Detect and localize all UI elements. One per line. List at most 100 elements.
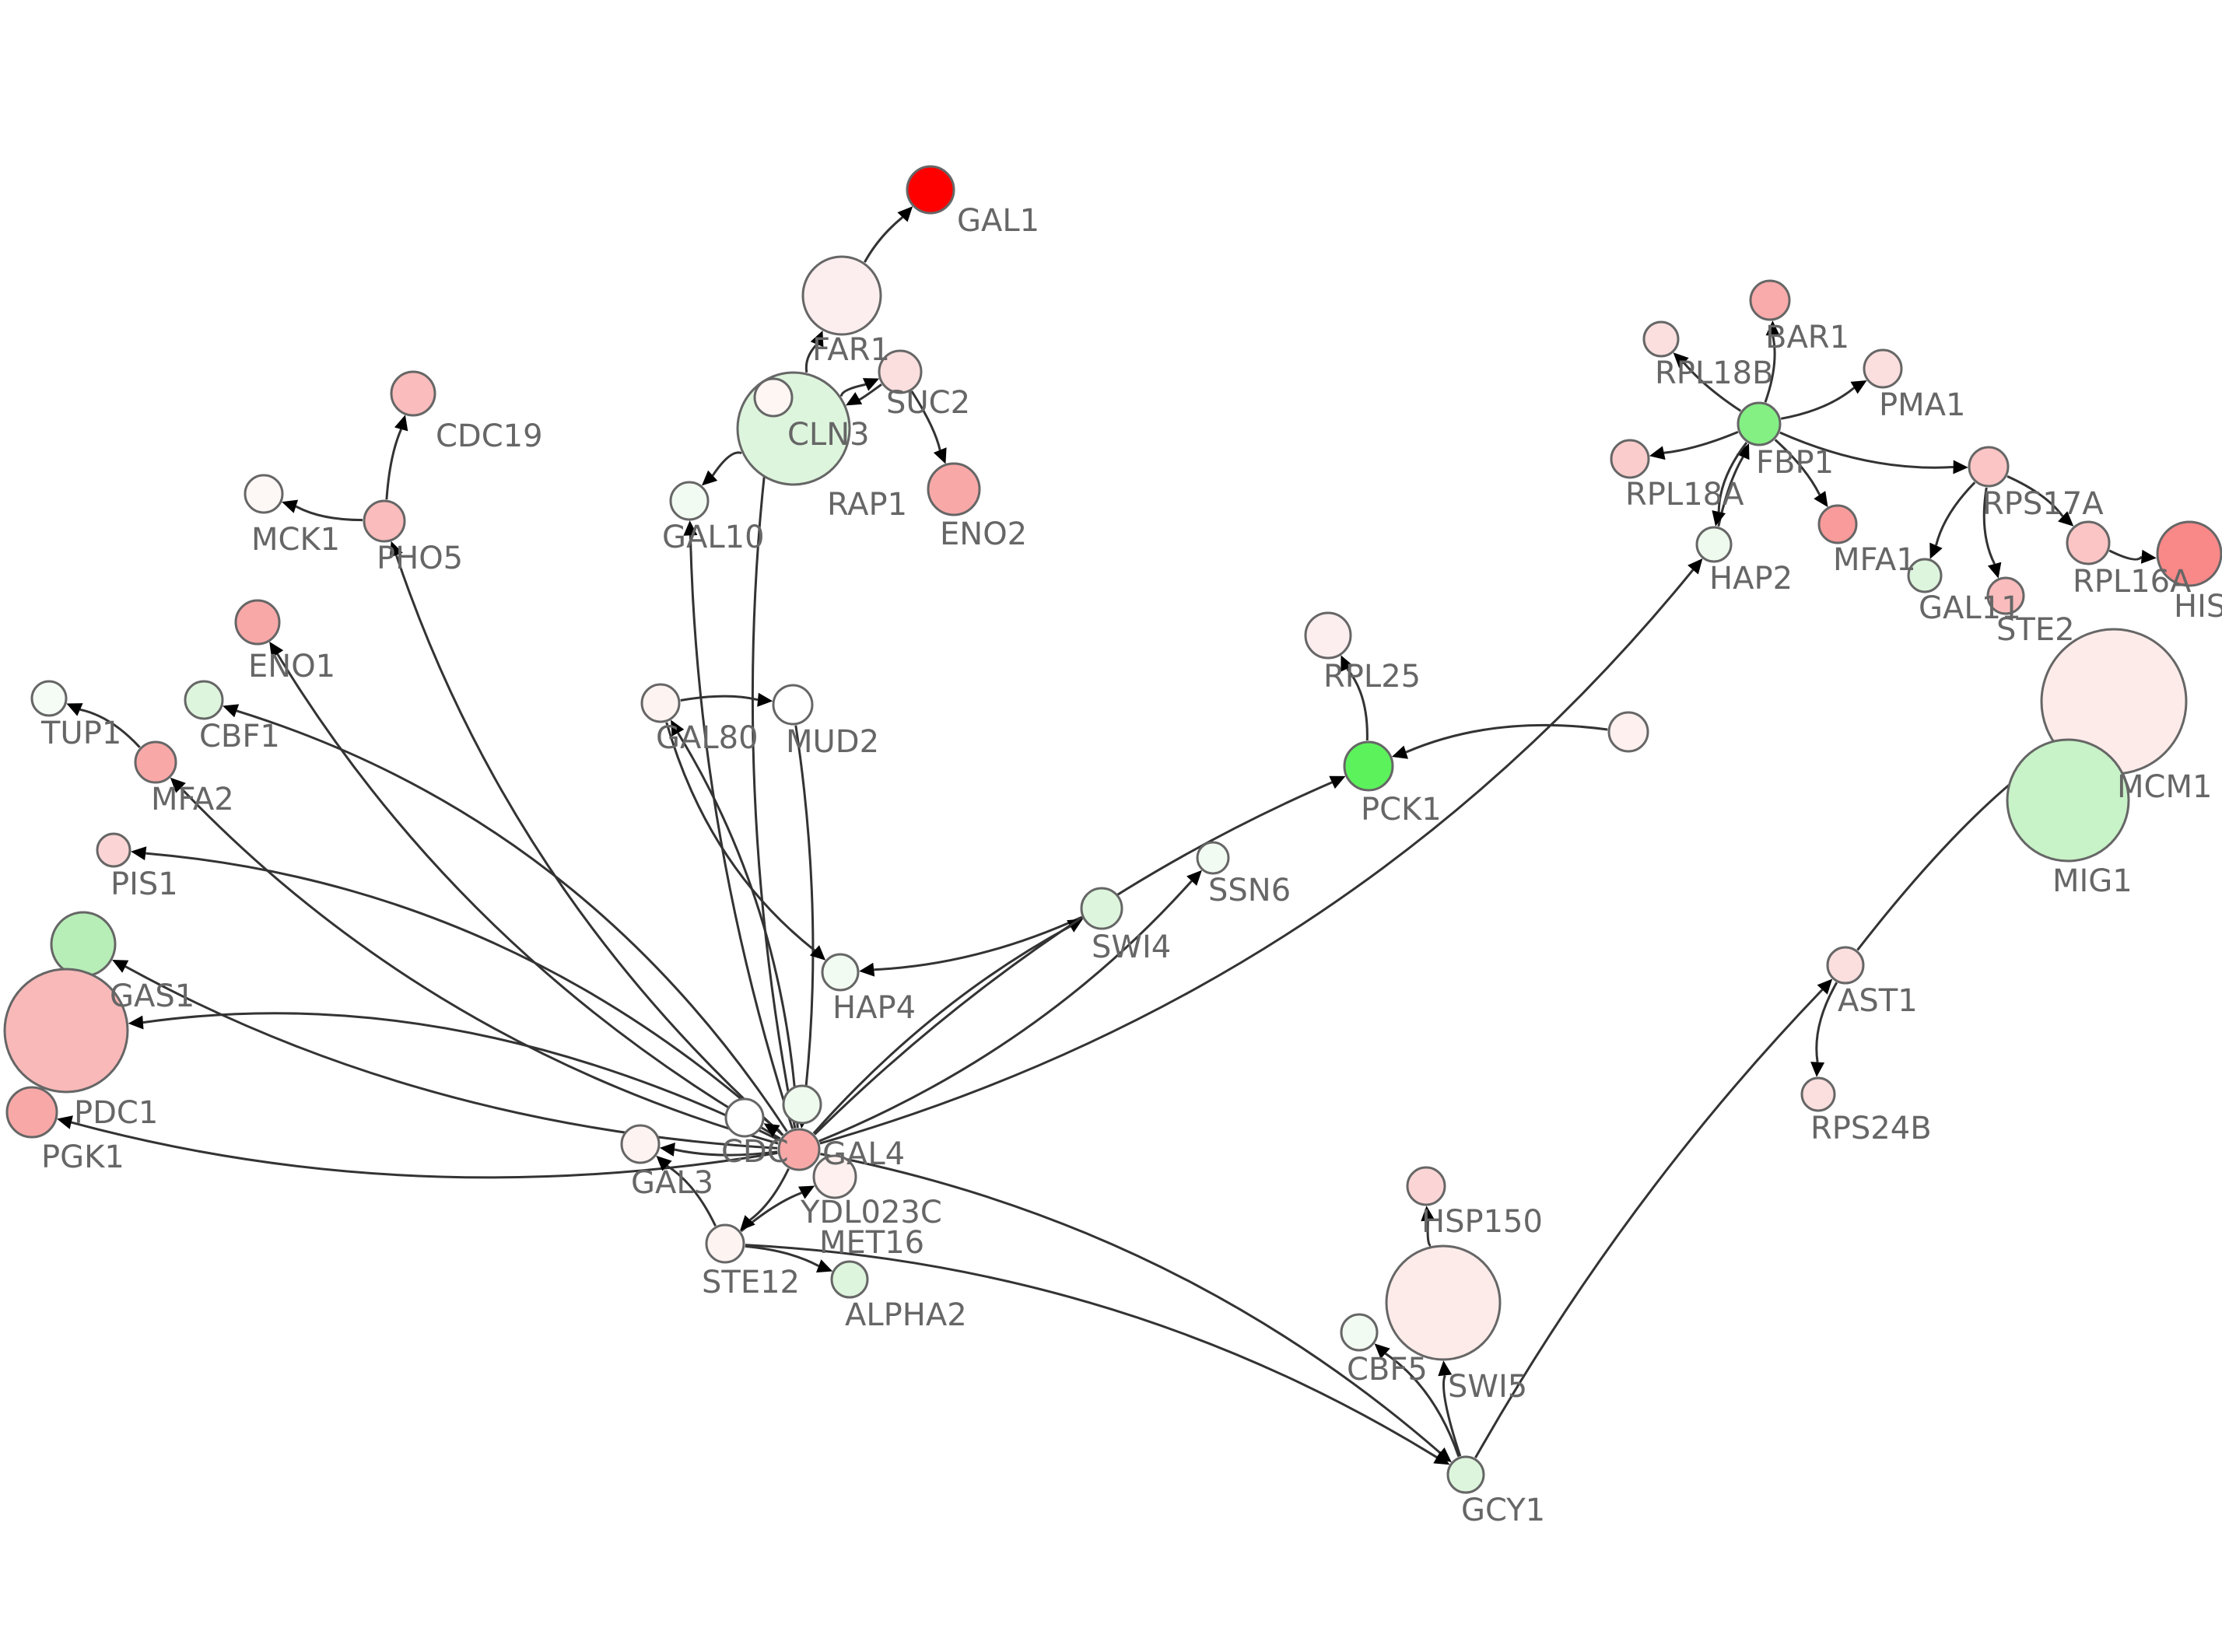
node-ydl023c[interactable] [812,1154,857,1199]
node-rap1[interactable] [753,377,794,418]
node-tup1[interactable] [30,680,68,717]
node-rpl18a[interactable] [1610,439,1650,479]
node-label-pma1: PMA1 [1879,387,1965,423]
node-ssn6[interactable] [1196,841,1230,875]
node-label-suc2: SUC2 [886,385,970,421]
node-swi4[interactable] [1080,887,1123,930]
edge-ste12-to-gal3 [666,1164,717,1227]
arrowhead-icon [128,1015,144,1030]
edge-suc2-to-eno2 [910,390,941,451]
arrowhead-icon [1673,352,1689,368]
node-rpl18b[interactable] [1642,320,1680,358]
arrowhead-icon [1929,542,1943,559]
edge-gal4-to-gal10 [689,535,794,1129]
arrowhead-icon [1421,1206,1435,1222]
node-suc2[interactable] [878,349,923,394]
node-label-pck1: PCK1 [1361,792,1442,828]
node-label-ydl023c: YDL023C [800,1195,942,1230]
arrowhead-icon [1341,655,1354,672]
node-gal10[interactable] [669,481,710,521]
node-pgk1[interactable] [5,1086,58,1139]
node-label-mcm1: MCM1 [2117,769,2212,805]
node-mig1[interactable] [2006,738,2130,863]
node-gal4[interactable] [777,1128,821,1171]
node-label-tup1: TUP1 [40,716,121,751]
node-label-ast1: AST1 [1838,983,1918,1019]
node-bar1[interactable] [1749,279,1791,321]
node-gal11[interactable] [1907,558,1943,593]
node-cbf1[interactable] [184,680,224,720]
node-gcy1[interactable] [1446,1455,1485,1494]
node-his4[interactable] [2156,520,2222,587]
node-far1[interactable] [801,255,882,336]
node-pma1[interactable] [1863,348,1903,389]
node-hap4[interactable] [821,953,860,992]
node-cdc19[interactable] [390,370,436,417]
node-mfa1[interactable] [1817,504,1858,544]
node-cbf5[interactable] [1340,1313,1379,1352]
edge-ste12-to-gcy1 [745,1244,1438,1458]
node-hap2[interactable] [1695,526,1733,563]
edge-far1-to-gal1 [864,216,903,263]
node-cdc[interactable] [724,1097,765,1138]
node-gal80[interactable] [640,683,681,723]
node-gal3[interactable] [620,1124,661,1164]
node-rps24b[interactable] [1800,1076,1836,1112]
node-eno2[interactable] [927,462,981,516]
node-mfa2[interactable] [134,740,177,784]
node-label-gal11: GAL11 [1919,590,2021,626]
node-pdc1[interactable] [3,968,129,1094]
edge-gal4-to-pgk1 [71,1121,778,1179]
node-hsp150[interactable] [1406,1166,1446,1206]
edge-mfa2-to-tup1 [79,708,141,748]
edge-gal4-to-gal80 [677,732,799,1129]
node-rpl16a[interactable] [2066,520,2111,565]
node-rpl25[interactable] [1304,611,1352,660]
node-label-mfa1: MFA1 [1833,542,1916,578]
node-pck1[interactable] [1343,740,1394,792]
node-swi5[interactable] [1385,1244,1502,1361]
edge-gcy1-to-ast1 [1474,989,1824,1459]
node-rps17a[interactable] [1968,446,2010,488]
edge-cln3-to-gal10 [711,451,742,477]
node-label-rap1: RAP1 [827,487,907,523]
node-mud2[interactable] [772,684,814,726]
node-ast1[interactable] [1826,946,1865,985]
arrowhead-icon [1987,562,2002,579]
node-ste12[interactable] [705,1223,745,1264]
node-ste2[interactable] [1986,576,2025,615]
edge-gal4-to-pck1 [814,781,1333,1136]
edge-fbp1-to-hap2 [1717,442,1748,513]
arrowhead-icon [1850,380,1867,394]
arrowhead-icon [740,1215,755,1231]
node-galhub[interactable] [782,1084,822,1125]
edge-fbp1-to-rpl18a [1663,431,1739,454]
node-label-rps17a: RPS17A [1982,486,2104,522]
edge-gal4-to-hap2 [819,569,1695,1145]
node-unlbl1[interactable] [1607,711,1649,753]
edge-ast1-to-rps24b [1815,982,1838,1062]
node-pis1[interactable] [96,832,131,868]
node-alpha2[interactable] [830,1260,869,1299]
edge-fbp1-to-pma1 [1780,387,1856,420]
node-label-mud2: MUD2 [786,724,879,760]
node-label-cdc19: CDC19 [436,418,543,454]
node-label-ste12: STE12 [702,1265,800,1300]
node-label-rpl18a: RPL18A [1625,477,1744,513]
arrowhead-icon [763,1123,780,1137]
node-gas1[interactable] [50,911,117,978]
node-fbp1[interactable] [1737,401,1782,446]
arrowhead-icon [810,331,824,348]
edge-gal4-to-gal3 [674,1148,778,1157]
node-label-pho5: PHO5 [377,541,463,576]
edge-fbp1-to-rpl18b [1683,362,1742,412]
node-pho5[interactable] [363,499,406,543]
node-label-eno2: ENO2 [940,516,1027,552]
node-eno1[interactable] [234,599,281,646]
node-gal1[interactable] [906,165,955,215]
arrowhead-icon [57,1115,73,1129]
edge-mud2-to-gal4 [794,725,815,1115]
node-mck1[interactable] [244,474,284,514]
node-label-gal4: GAL4 [822,1136,905,1172]
